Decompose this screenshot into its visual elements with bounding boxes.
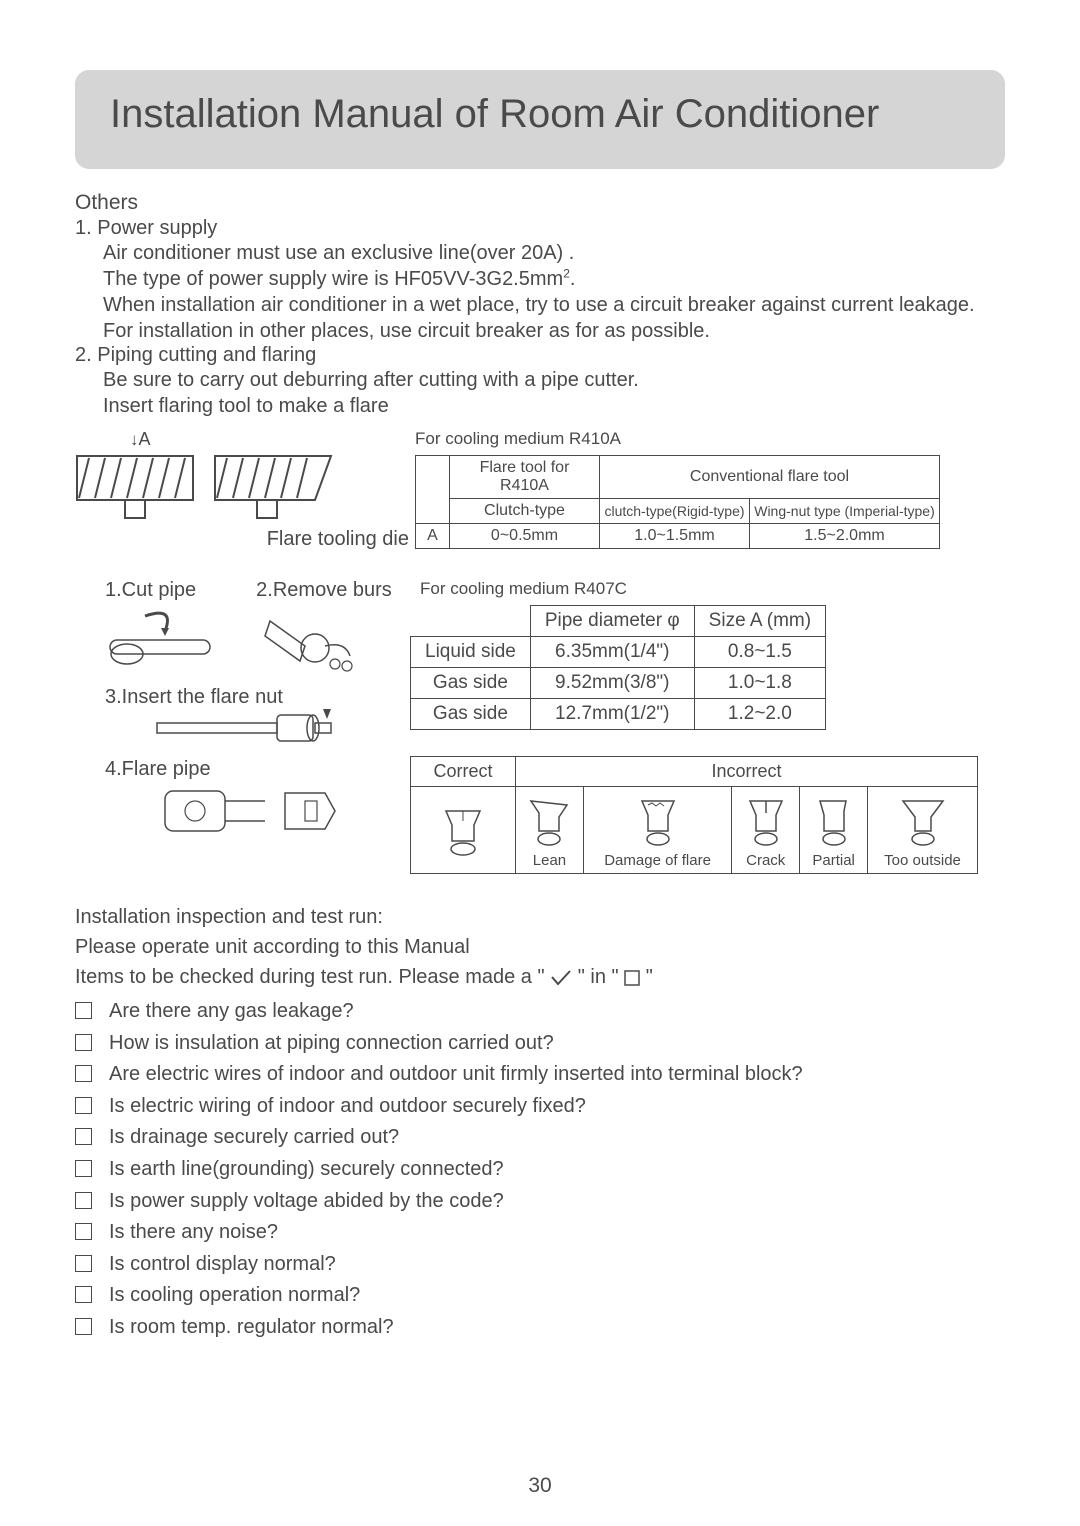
others-heading: Others <box>75 191 1005 215</box>
item-piping: 2. Piping cutting and flaring Be sure to… <box>75 344 1005 419</box>
flare-partial-cell: Partial <box>800 787 868 874</box>
flare-die-icon-2 <box>213 450 333 520</box>
t1-r1c3: Wing-nut type (Imperial-type) <box>750 499 940 524</box>
list-item: Is cooling operation normal? <box>75 1280 1005 1312</box>
fc-incorrect: Incorrect <box>516 757 978 787</box>
t1-r1c2: clutch-type(Rigid-type) <box>600 499 750 524</box>
t1-h1: Flare tool for R410A <box>450 456 600 499</box>
flare-outside-icon <box>901 797 945 847</box>
remove-burs-icon <box>255 606 365 676</box>
flare-nut-icon <box>155 709 335 753</box>
item2-line1: Be sure to carry out deburring after cut… <box>103 367 1005 393</box>
page-title: Installation Manual of Room Air Conditio… <box>110 92 970 137</box>
cut-pipe-icon <box>105 606 215 676</box>
flare-crack-icon <box>744 797 788 847</box>
steps-figure: 1.Cut pipe 2.Remove burs 3.Insert the fl… <box>75 579 410 856</box>
list-item: Is drainage securely carried out? <box>75 1122 1005 1154</box>
t1-v3: 1.5~2.0mm <box>750 524 940 549</box>
title-banner: Installation Manual of Room Air Conditio… <box>75 70 1005 169</box>
checkmark-icon <box>550 969 572 987</box>
step4-label: 4.Flare pipe <box>105 758 410 781</box>
table-row: Gas side 9.52mm(3/8") 1.0~1.8 <box>411 668 826 699</box>
item-power-supply: 1. Power supply Air conditioner must use… <box>75 217 1005 344</box>
flare-partial-icon <box>812 797 856 847</box>
item1-line4: For installation in other places, use ci… <box>103 318 1005 344</box>
t2-h1: Pipe diameter φ <box>530 606 694 637</box>
item1-line1: Air conditioner must use an exclusive li… <box>103 240 1005 266</box>
t1-v2: 1.0~1.5mm <box>600 524 750 549</box>
r410a-caption: For cooling medium R410A <box>415 429 1005 449</box>
item1-heading: 1. Power supply <box>75 217 1005 240</box>
flare-damage-cell: Damage of flare <box>583 787 731 874</box>
list-item: Is room temp. regulator normal? <box>75 1312 1005 1344</box>
page-number: 30 <box>0 1474 1080 1498</box>
inspection-l1: Please operate unit according to this Ma… <box>75 932 1005 962</box>
flare-die-caption: Flare tooling die <box>75 528 415 551</box>
list-item: Is there any noise? <box>75 1217 1005 1249</box>
step3-label: 3.Insert the flare nut <box>105 686 410 709</box>
list-item: Is earth line(grounding) securely connec… <box>75 1154 1005 1186</box>
inspection-section: Installation inspection and test run: Pl… <box>75 902 1005 1344</box>
dim-a-label: A <box>139 429 151 449</box>
t1-h2: Conventional flare tool <box>600 456 940 499</box>
r407c-caption: For cooling medium R407C <box>410 579 978 599</box>
list-item: Are electric wires of indoor and outdoor… <box>75 1059 1005 1091</box>
table-row: Gas side 12.7mm(1/2") 1.2~2.0 <box>411 699 826 730</box>
step2-label: 2.Remove burs <box>256 579 392 602</box>
list-item: Is power supply voltage abided by the co… <box>75 1186 1005 1218</box>
flare-ok-icon <box>440 807 486 857</box>
table-r410a: Flare tool for R410A Conventional flare … <box>415 455 940 549</box>
t2-h2: Size A (mm) <box>694 606 825 637</box>
flare-lean-cell: Lean <box>516 787 584 874</box>
item2-heading: 2. Piping cutting and flaring <box>75 344 1005 367</box>
flare-lean-icon <box>527 797 571 847</box>
step1-label: 1.Cut pipe <box>105 579 196 602</box>
inspection-l2: Items to be checked during test run. Ple… <box>75 962 1005 992</box>
flare-compare-table: Correct Incorrect Lean <box>410 756 978 874</box>
t1-v1: 0~0.5mm <box>450 524 600 549</box>
fc-correct: Correct <box>411 757 516 787</box>
item1-line3: When installation air conditioner in a w… <box>103 292 1005 318</box>
list-item: Are there any gas leakage? <box>75 996 1005 1028</box>
flare-correct-cell <box>411 787 516 874</box>
list-item: How is insulation at piping connection c… <box>75 1028 1005 1060</box>
flare-pipe-icon <box>155 781 355 851</box>
item1-line2: The type of power supply wire is HF05VV-… <box>103 266 1005 292</box>
section-others: Others 1. Power supply Air conditioner m… <box>75 191 1005 419</box>
item2-line2: Insert flaring tool to make a flare <box>103 393 1005 419</box>
table-row: Liquid side 6.35mm(1/4") 0.8~1.5 <box>411 637 826 668</box>
list-item: Is electric wiring of indoor and outdoor… <box>75 1091 1005 1123</box>
checklist: Are there any gas leakage? How is insula… <box>75 996 1005 1344</box>
table-r407c: Pipe diameter φ Size A (mm) Liquid side … <box>410 605 826 730</box>
t1-rowlabel: A <box>416 524 450 549</box>
box-icon <box>624 970 640 986</box>
flare-crack-cell: Crack <box>732 787 800 874</box>
flare-damage-icon <box>636 797 680 847</box>
list-item: Is control display normal? <box>75 1249 1005 1281</box>
flare-die-icon <box>75 450 195 520</box>
flare-outside-cell: Too outside <box>868 787 978 874</box>
inspection-heading: Installation inspection and test run: <box>75 902 1005 932</box>
t1-r1c1: Clutch-type <box>450 499 600 524</box>
flare-die-figure: ↓A <box>75 429 415 551</box>
